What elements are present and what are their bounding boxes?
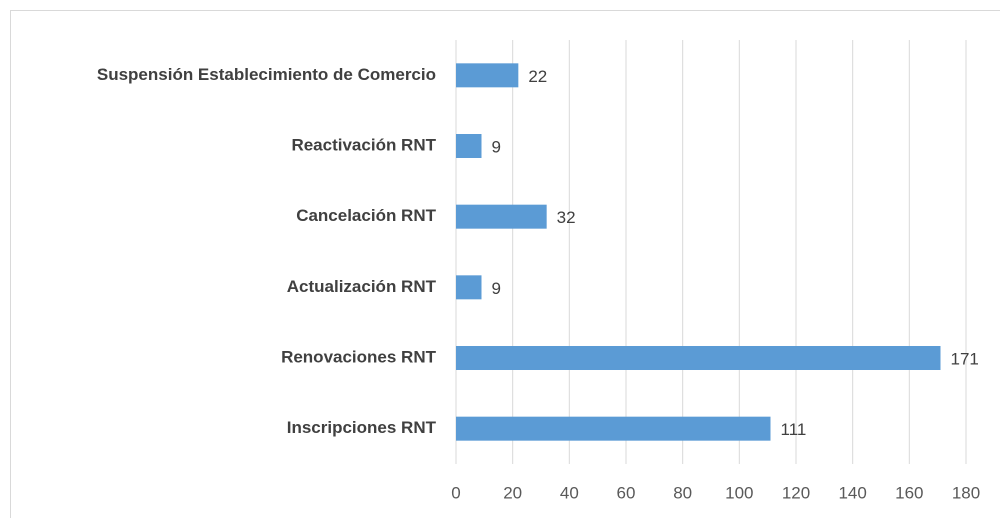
chart-frame (10, 10, 1000, 518)
bar (456, 134, 482, 158)
x-tick-label: 0 (451, 483, 460, 502)
data-label: 32 (557, 208, 576, 227)
data-label: 111 (781, 420, 807, 439)
x-tick-label: 160 (895, 483, 923, 502)
x-tick-label: 60 (617, 483, 636, 502)
bar (456, 204, 547, 229)
data-label: 171 (951, 349, 979, 368)
y-tick-label: Renovaciones RNT (281, 347, 437, 366)
x-tick-label: 180 (952, 483, 980, 502)
y-tick-label: Suspensión Establecimiento de Comercio (97, 65, 436, 84)
y-tick-label: Actualización RNT (287, 277, 437, 296)
data-label: 22 (528, 67, 547, 86)
data-label: 9 (492, 137, 501, 156)
bar (456, 416, 771, 441)
x-tick-label: 20 (503, 483, 522, 502)
x-tick-label: 80 (673, 483, 692, 502)
data-label: 9 (492, 279, 501, 298)
bar (456, 275, 482, 300)
x-tick-label: 40 (560, 483, 579, 502)
y-tick-label: Reactivación RNT (291, 135, 436, 154)
y-tick-label: Inscripciones RNT (287, 418, 437, 437)
x-tick-label: 140 (838, 483, 866, 502)
x-tick-label: 100 (725, 483, 753, 502)
y-tick-label: Cancelación RNT (296, 206, 436, 225)
bar (456, 63, 519, 88)
x-tick-label: 120 (782, 483, 810, 502)
bar (456, 346, 941, 370)
